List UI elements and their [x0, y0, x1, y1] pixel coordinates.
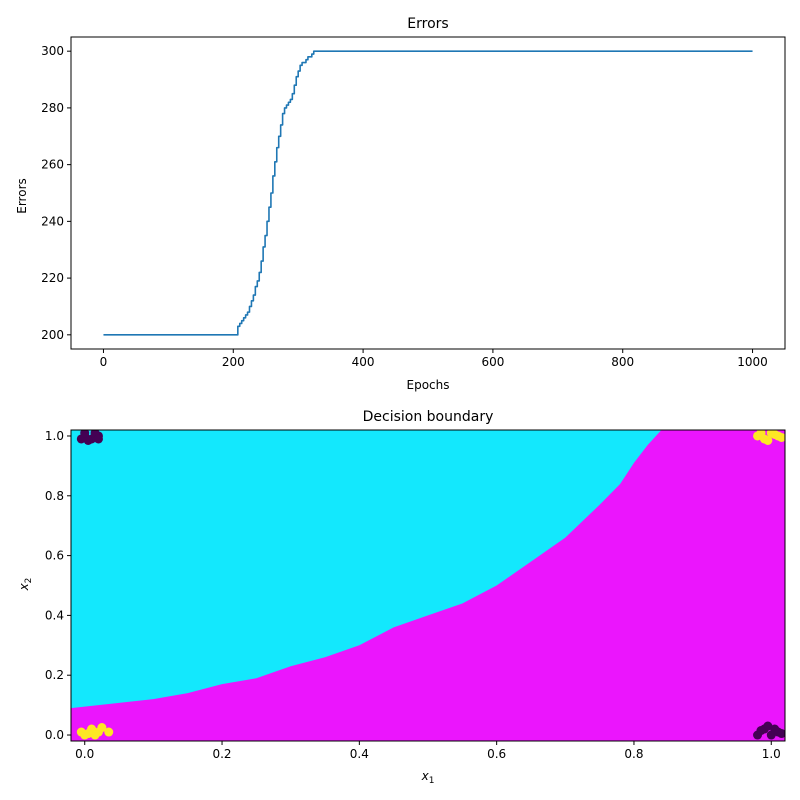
scatter-point-class-0: [763, 721, 773, 731]
scatter-point-class-1: [97, 723, 107, 733]
x2-label-subscript: 2: [24, 578, 34, 584]
decision-boundary-y-tick-label: 0.8: [45, 489, 64, 503]
decision-boundary-title: Decision boundary: [363, 409, 494, 425]
scatter-point-class-1: [763, 435, 773, 445]
decision-boundary-x-axis-label: x1: [421, 769, 435, 786]
x1-label-symbol: x: [421, 769, 430, 783]
decision-boundary-y-tick-label: 0.2: [45, 668, 64, 682]
errors-y-tick-label: 220: [41, 271, 64, 285]
errors-x-tick-label: 1000: [737, 355, 768, 369]
scatter-point-class-1: [83, 729, 93, 739]
errors-x-axis: 0 200 400 600 800 1000: [100, 349, 768, 369]
decision-boundary-plot-frame: [70, 429, 786, 742]
decision-boundary-x-tick-label: 0.4: [350, 747, 369, 761]
decision-boundary-plot-area: [70, 429, 786, 742]
errors-y-tick-label: 200: [41, 328, 64, 342]
scatter-point-class-0: [777, 729, 785, 739]
scatter-point-class-1: [756, 430, 766, 438]
errors-x-tick-label: 600: [481, 355, 504, 369]
decision-boundary-y-axis-label: x2: [17, 578, 34, 592]
errors-x-tick-label: 0: [100, 355, 108, 369]
scatter-point-class-0: [80, 430, 90, 438]
decision-boundary-y-tick-label: 0.0: [45, 728, 64, 742]
scatter-point-class-1: [104, 727, 114, 737]
errors-y-tick-label: 240: [41, 214, 64, 228]
errors-chart: Errors 0 200 400 600 800 1000 200 220 240 260 280…: [15, 16, 786, 392]
errors-plot-frame: [70, 36, 786, 350]
decision-boundary-chart: Decision boundary 0.0 0.2 0.4 0.6 0.8 1.0 0.0…: [17, 409, 786, 786]
errors-y-tick-label: 300: [41, 44, 64, 58]
scatter-point-class-0: [756, 726, 766, 736]
scatter-points: [76, 430, 785, 740]
errors-x-axis-label: Epochs: [407, 378, 450, 392]
decision-boundary-y-axis: 0.0 0.2 0.4 0.6 0.8 1.0: [45, 429, 71, 742]
decision-boundary-x-tick-label: 0.8: [624, 747, 643, 761]
decision-boundary-x-axis: 0.0 0.2 0.4 0.6 0.8 1.0: [75, 741, 781, 761]
decision-boundary-x-tick-label: 0.0: [75, 747, 94, 761]
errors-y-axis-label: Errors: [15, 178, 29, 214]
errors-x-tick-label: 200: [222, 355, 245, 369]
decision-boundary-y-tick-label: 1.0: [45, 429, 64, 443]
decision-boundary-x-tick-label: 1.0: [762, 747, 781, 761]
decision-boundary-y-tick-label: 0.4: [45, 608, 64, 622]
upper-class-region: [71, 430, 662, 709]
errors-chart-title: Errors: [407, 16, 448, 32]
scatter-point-class-0: [770, 724, 780, 734]
decision-boundary-x-tick-label: 0.2: [212, 747, 231, 761]
errors-x-tick-label: 800: [611, 355, 634, 369]
scatter-point-class-1: [770, 430, 780, 439]
errors-y-axis: 200 220 240 260 280 300: [41, 44, 71, 342]
scatter-point-class-0: [83, 435, 93, 445]
errors-plot-area: [70, 36, 786, 350]
scatter-point-class-1: [90, 730, 100, 740]
scatter-point-class-1: [76, 727, 86, 737]
errors-y-tick-label: 280: [41, 101, 64, 115]
errors-series-line: [103, 50, 753, 336]
x2-label-symbol: x: [17, 582, 31, 591]
decision-boundary-y-tick-label: 0.6: [45, 549, 64, 563]
errors-y-tick-label: 260: [41, 158, 64, 172]
decision-boundary-x-tick-label: 0.6: [487, 747, 506, 761]
x1-label-subscript: 1: [429, 776, 435, 786]
scatter-point-class-0: [93, 434, 103, 444]
errors-x-tick-label: 400: [352, 355, 375, 369]
